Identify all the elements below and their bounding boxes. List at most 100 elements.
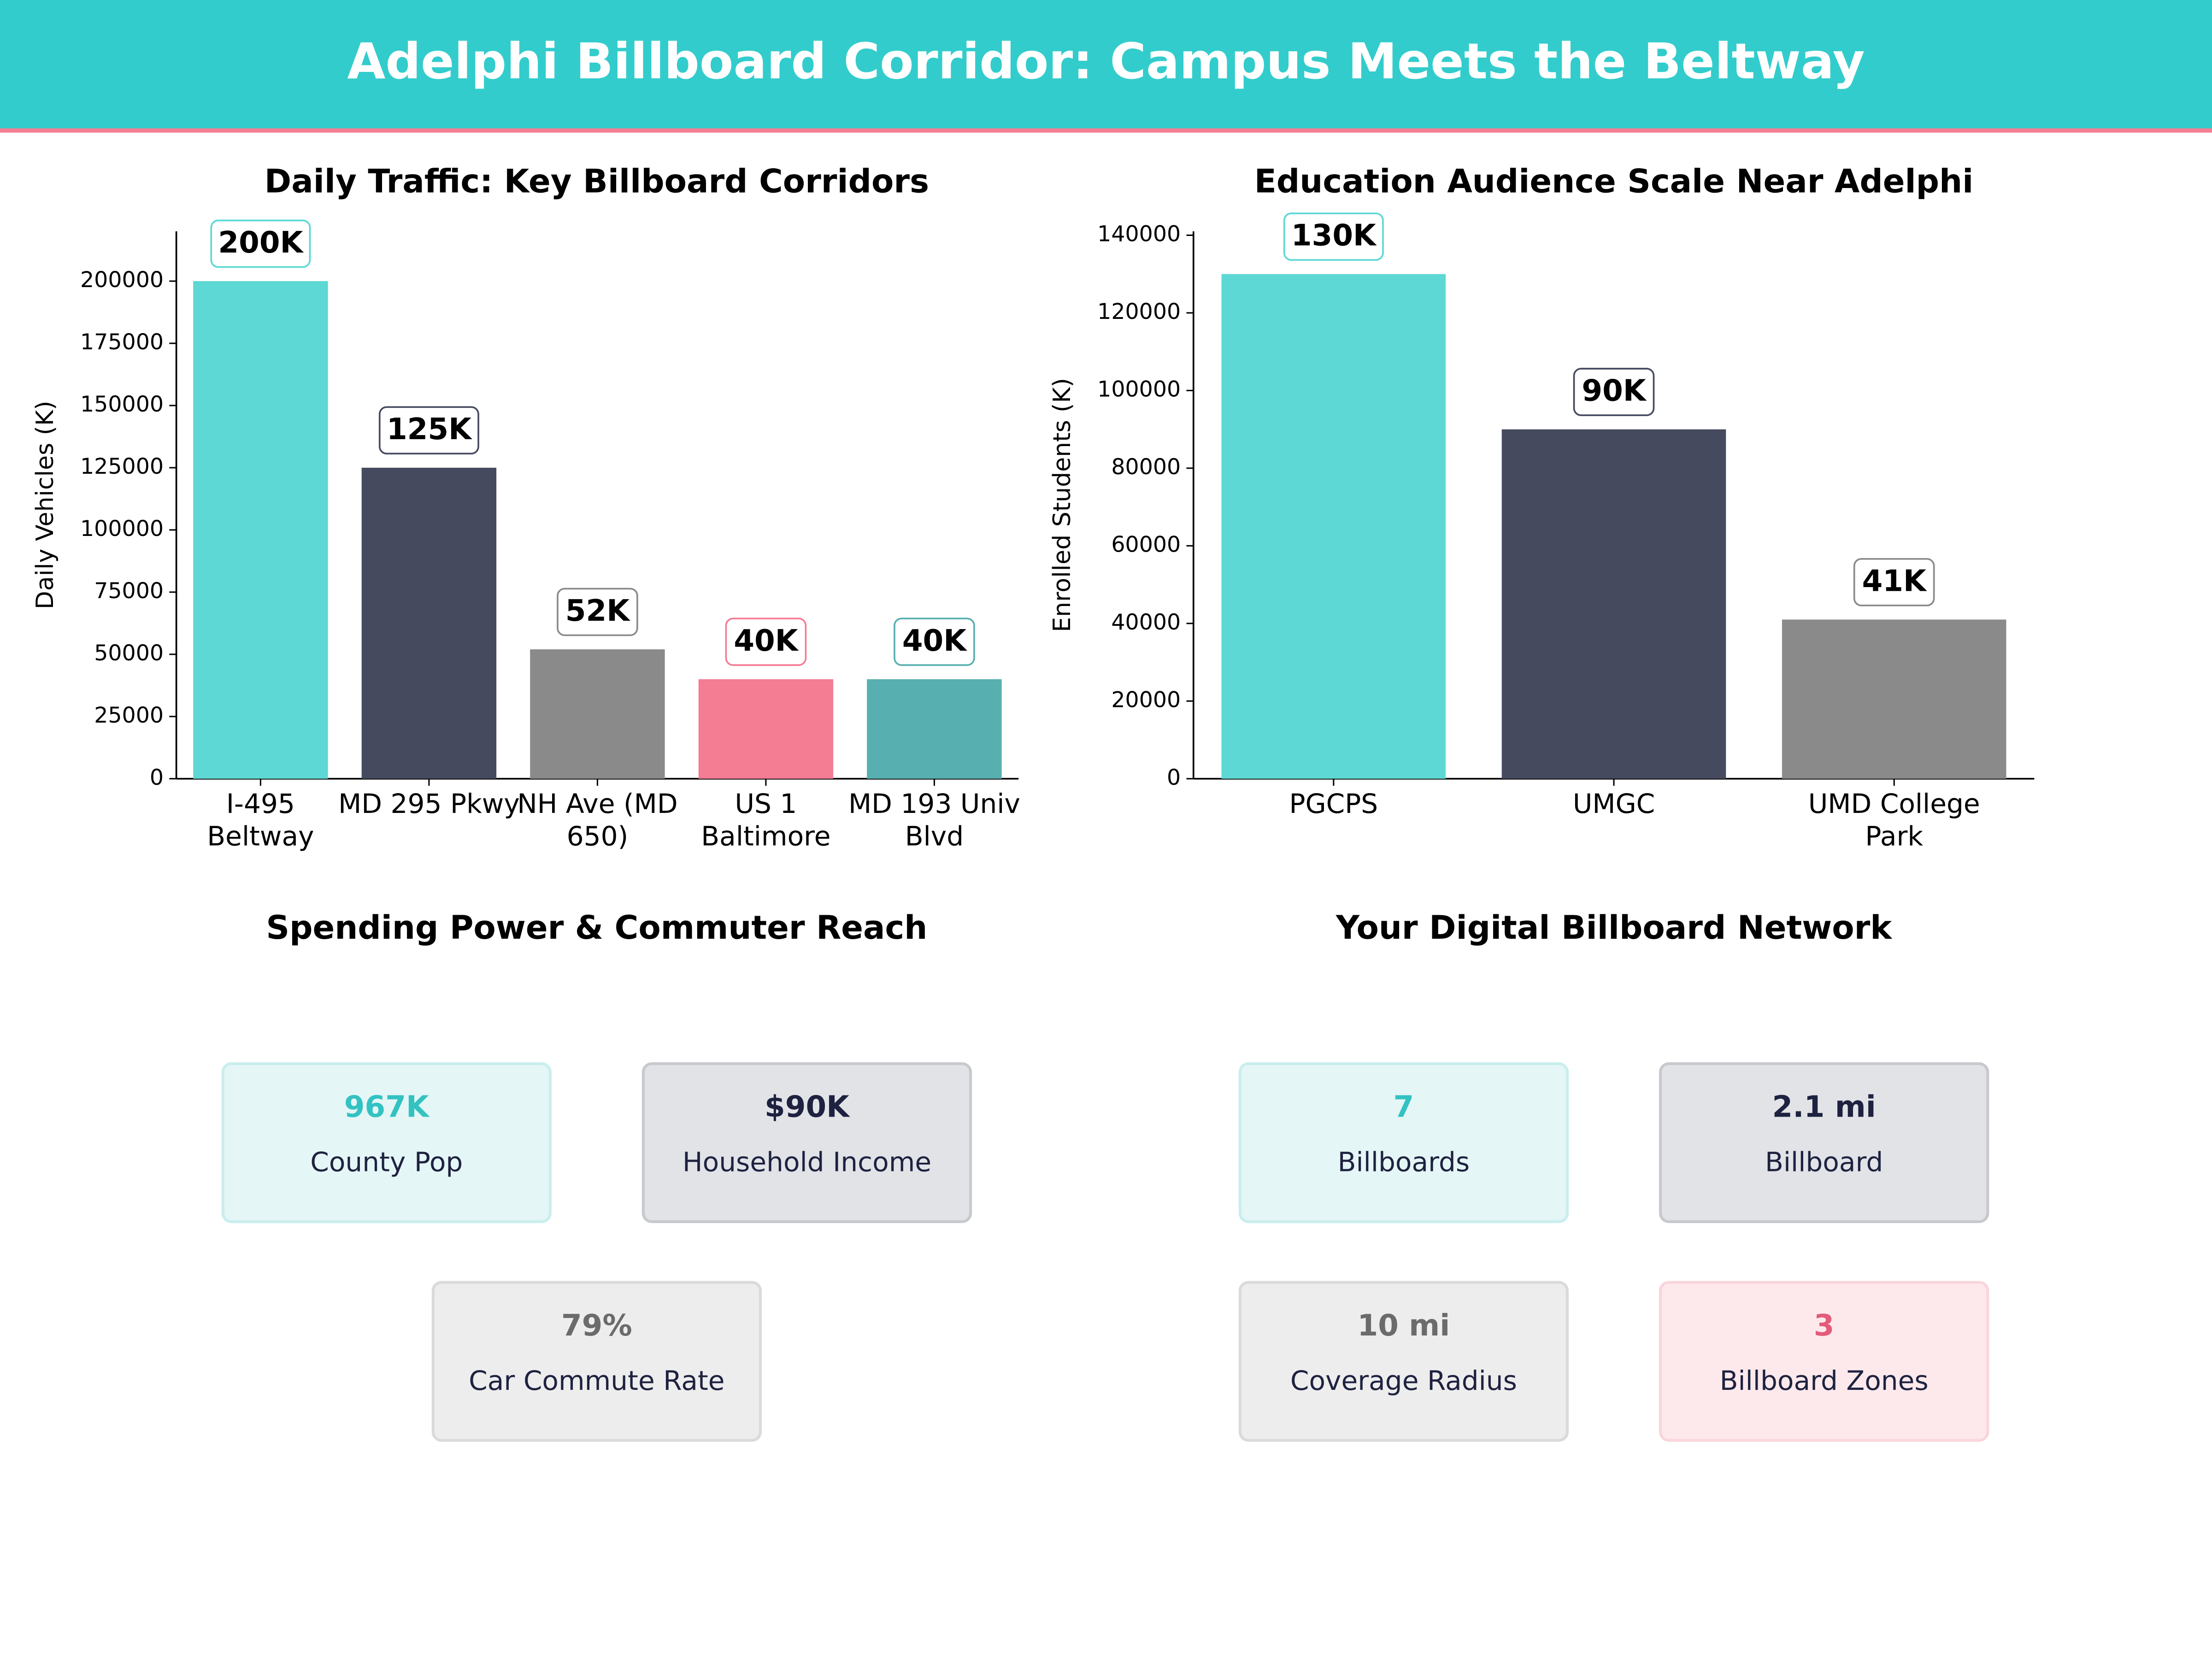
kpi-value: 3 [1814, 1308, 1835, 1343]
value-label-box [1283, 212, 1384, 261]
panel-title: Your Digital Billboard Network [1335, 909, 1893, 947]
x-tick-label: NH Ave (MD 650) [517, 788, 677, 852]
kpi-label: Household Income [682, 1147, 931, 1178]
value-label-box [210, 219, 311, 268]
kpi-label: Car Commute Rate [469, 1365, 724, 1396]
bar [1782, 619, 2006, 779]
value-label-text: 130K [1291, 218, 1377, 253]
value-label-box [894, 618, 975, 666]
x-tick-label-line: Park [1865, 820, 1923, 852]
y-tick-label: 175000 [80, 329, 164, 355]
x-tick-label: MD 193 Univ Blvd [848, 788, 1020, 852]
kpi-label: County Pop [310, 1147, 463, 1178]
y-tick-label: 100000 [1097, 377, 1181, 402]
y-axis-label: Daily Vehicles (K) [31, 401, 59, 610]
value-label: 125K [378, 406, 479, 455]
x-tick-label-line: NH Ave (MD [517, 788, 677, 819]
y-tick-label: 0 [150, 765, 164, 790]
kpi-card [1238, 1281, 1569, 1442]
x-tick-label-line: MD 295 Pkwy [338, 788, 520, 819]
y-tick-label: 120000 [1097, 299, 1181, 324]
y-axis-label: Enrolled Students (K) [1048, 378, 1076, 632]
y-tick-label: 150000 [80, 392, 164, 417]
x-tick-label: US 1 Baltimore [701, 788, 830, 852]
y-tick-label: 100000 [80, 516, 164, 541]
value-label-text: 52K [565, 594, 630, 628]
y-tick-label: 75000 [94, 578, 164, 604]
value-label-text: 90K [1582, 374, 1647, 408]
value-label-box [557, 588, 638, 636]
bar [193, 281, 328, 779]
kpi-value: 10 mi [1358, 1308, 1450, 1343]
y-tick-label: 60000 [1111, 532, 1181, 557]
kpi-value: 79% [561, 1308, 632, 1343]
bar [361, 467, 497, 779]
kpi-card [1238, 1062, 1569, 1224]
x-tick-label-line: Beltway [207, 820, 314, 852]
bar [698, 679, 834, 779]
y-tick-label: 200000 [80, 267, 164, 293]
kpi-card [1659, 1062, 1989, 1224]
y-tick-label: 0 [1167, 765, 1181, 790]
kpi-label: Billboards [1338, 1147, 1470, 1178]
bar [530, 649, 665, 779]
y-tick-label: 80000 [1111, 454, 1181, 480]
kpi-card [641, 1062, 972, 1224]
bar [867, 679, 1002, 779]
x-tick-label-line: UMGC [1573, 788, 1655, 819]
value-label-text: 40K [902, 624, 967, 658]
x-tick-label-line: Baltimore [701, 820, 830, 852]
value-label: 130K [1283, 212, 1384, 261]
kpi-label: Billboard [1765, 1147, 1883, 1178]
x-tick-label: UMGC [1573, 788, 1655, 819]
bar [1501, 429, 1726, 779]
kpi-card [431, 1281, 762, 1442]
value-label-text: 125K [387, 412, 472, 447]
x-tick-label: UMD College Park [1808, 788, 1980, 852]
value-label: 40K [894, 618, 975, 666]
kpi-label: Coverage Radius [1290, 1365, 1517, 1396]
panel-title: Spending Power & Commuter Reach [266, 909, 927, 947]
kpi-value: 2.1 mi [1772, 1090, 1876, 1124]
bar [1221, 274, 1446, 779]
y-tick-label: 20000 [1111, 687, 1181, 712]
value-label-text: 40K [734, 624, 799, 658]
kpi-value: 7 [1394, 1090, 1414, 1124]
y-tick-label: 140000 [1097, 221, 1181, 247]
chart-title: Daily Traffic: Key Billboard Corridors [265, 162, 929, 200]
y-tick-label: 25000 [94, 703, 164, 728]
x-tick-label: PGCPS [1289, 788, 1378, 819]
value-label: 200K [210, 219, 311, 268]
page-title: Adelphi Billboard Corridor: Campus Meets… [347, 33, 1865, 90]
kpi-card [1659, 1281, 1989, 1442]
kpi-value: 967K [344, 1090, 430, 1124]
value-label: 52K [557, 588, 638, 636]
x-tick-label-line: PGCPS [1289, 788, 1378, 819]
value-label-text: 41K [1862, 564, 1927, 598]
kpi-label: Billboard Zones [1720, 1365, 1929, 1396]
value-label-box [378, 406, 479, 455]
x-tick-label-line: 650) [567, 820, 629, 852]
header-bar [0, 0, 2212, 129]
x-tick-label-line: UMD College [1808, 788, 1980, 819]
value-label-box [1573, 368, 1655, 416]
value-label-box [1853, 558, 1935, 606]
x-tick-label: I-495 Beltway [207, 788, 314, 852]
y-tick-label: 125000 [80, 454, 164, 479]
header-rule [0, 128, 2212, 133]
kpi-card [221, 1062, 552, 1224]
value-label: 90K [1573, 368, 1655, 416]
value-label: 41K [1853, 558, 1935, 606]
x-tick-label-line: I-495 [226, 788, 295, 819]
x-tick-label: MD 295 Pkwy [338, 788, 520, 819]
kpi-value: $90K [765, 1090, 850, 1124]
x-tick-label-line: Blvd [905, 820, 964, 852]
x-tick-label-line: US 1 [735, 788, 797, 819]
y-tick-label: 50000 [94, 641, 164, 666]
value-label-box [725, 618, 807, 666]
y-tick-label: 40000 [1111, 610, 1181, 635]
x-tick-label-line: MD 193 Univ [848, 788, 1020, 819]
chart-title: Education Audience Scale Near Adelphi [1254, 162, 1974, 200]
value-label: 40K [725, 618, 807, 666]
